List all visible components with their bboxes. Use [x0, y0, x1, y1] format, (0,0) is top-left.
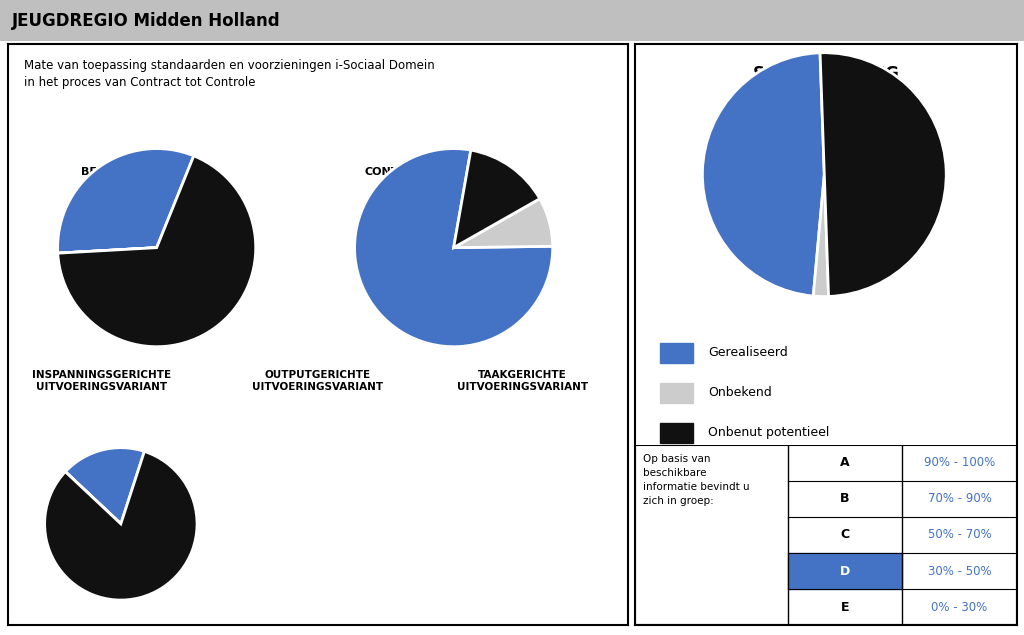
Bar [659, 382, 693, 403]
Text: Gerealiseerd: Gerealiseerd [708, 346, 787, 359]
Wedge shape [66, 448, 144, 524]
Wedge shape [702, 53, 824, 296]
Text: Onbenut potentieel: Onbenut potentieel [708, 426, 829, 439]
Text: Op basis van
beschikbare
informatie bevindt u
zich in groep:: Op basis van beschikbare informatie bevi… [642, 453, 750, 505]
Wedge shape [45, 451, 197, 600]
Bar [659, 342, 693, 363]
Text: 30% - 50%: 30% - 50% [928, 565, 991, 578]
Wedge shape [57, 149, 194, 253]
Text: 50% - 70%: 50% - 70% [928, 528, 991, 542]
Text: B: B [841, 492, 850, 505]
Text: OUTPUTGERICHTE
UITVOERINGSVARIANT: OUTPUTGERICHTE UITVOERINGSVARIANT [252, 370, 384, 392]
Text: Mate van toepassing standaarden en voorzieningen i-Sociaal Domein
in het proces : Mate van toepassing standaarden en voorz… [24, 59, 434, 89]
Text: D: D [840, 565, 850, 578]
Text: SAMENVATTING: SAMENVATTING [753, 65, 899, 83]
Wedge shape [57, 248, 157, 253]
Wedge shape [57, 156, 256, 347]
Wedge shape [454, 150, 540, 248]
Text: BERICHTENVERKEER: BERICHTENVERKEER [81, 167, 208, 177]
Text: 0% - 30%: 0% - 30% [932, 601, 988, 614]
Text: A: A [840, 456, 850, 469]
Text: E: E [841, 601, 849, 614]
Text: Onbekend: Onbekend [708, 386, 771, 399]
Wedge shape [66, 472, 121, 524]
Bar [787, 553, 902, 589]
Text: INSPANNINGSGERICHTE
UITVOERINGSVARIANT: INSPANNINGSGERICHTE UITVOERINGSVARIANT [32, 370, 171, 392]
Wedge shape [813, 175, 828, 297]
Text: 70% - 90%: 70% - 90% [928, 492, 991, 505]
Text: CONTROLEAANPAK: CONTROLEAANPAK [365, 167, 482, 177]
Wedge shape [454, 199, 553, 248]
Wedge shape [354, 149, 553, 347]
Text: 90% - 100%: 90% - 100% [924, 456, 995, 469]
Text: JEUGDREGIO Midden Holland: JEUGDREGIO Midden Holland [12, 11, 281, 30]
Text: C: C [841, 528, 850, 542]
Bar [659, 422, 693, 443]
Wedge shape [820, 53, 946, 297]
Text: TAAKGERICHTE
UITVOERINGSVARIANT: TAAKGERICHTE UITVOERINGSVARIANT [457, 370, 588, 392]
